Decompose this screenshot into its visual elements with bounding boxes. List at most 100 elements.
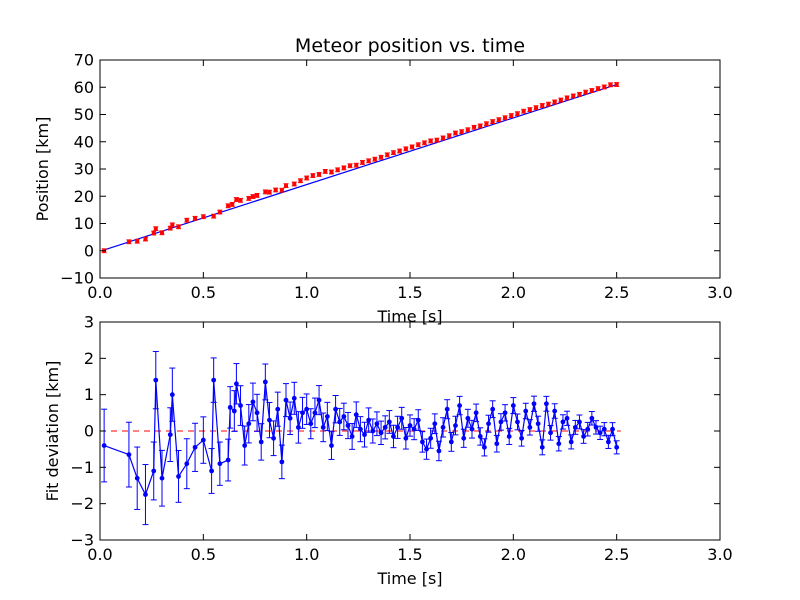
- deviation-marker: [126, 452, 132, 458]
- position-marker: [230, 202, 235, 206]
- deviation-marker: [424, 446, 429, 452]
- position-ytick-label: 10: [74, 214, 94, 233]
- deviation-marker: [358, 426, 363, 432]
- position-chart: Meteor position vs. time 0.0 0.5 1.0 1.5 2.0…: [33, 35, 733, 326]
- deviation-chart-ylabel: Fit deviation [km]: [43, 361, 62, 502]
- deviation-marker: [167, 432, 173, 438]
- position-ytick-label: 50: [74, 105, 94, 124]
- deviation-marker: [448, 439, 454, 445]
- position-ytick-label: 0: [84, 241, 94, 260]
- position-marker: [341, 166, 346, 170]
- position-data-point: [452, 130, 458, 136]
- position-ytick-label: −10: [60, 269, 94, 288]
- position-data-point: [176, 224, 182, 230]
- deviation-marker: [143, 492, 148, 497]
- position-marker: [170, 223, 175, 227]
- deviation-marker: [597, 430, 603, 436]
- deviation-marker: [432, 421, 438, 427]
- deviation-marker: [473, 410, 479, 416]
- position-marker: [184, 218, 189, 222]
- deviation-marker: [184, 461, 190, 467]
- deviation-marker: [227, 404, 233, 410]
- position-marker: [465, 128, 470, 132]
- deviation-marker: [300, 410, 305, 416]
- deviation-marker: [395, 424, 400, 430]
- position-marker: [126, 240, 131, 244]
- deviation-marker: [254, 410, 260, 416]
- position-data-point: [601, 84, 607, 90]
- position-data-point: [415, 142, 421, 148]
- position-data-point: [200, 214, 206, 220]
- deviation-marker: [370, 428, 376, 434]
- position-marker: [304, 176, 309, 180]
- position-data-point: [403, 146, 409, 152]
- deviation-marker: [428, 435, 434, 441]
- deviation-marker: [453, 423, 458, 428]
- deviation-marker: [200, 437, 206, 443]
- position-marker: [608, 83, 613, 87]
- deviation-plot-area: [100, 350, 621, 526]
- position-marker: [335, 168, 340, 172]
- deviation-marker: [486, 421, 491, 427]
- deviation-marker: [510, 403, 516, 408]
- position-xtick-label: 0.5: [191, 283, 216, 302]
- position-data-point: [372, 156, 378, 162]
- position-marker: [527, 108, 532, 112]
- deviation-marker: [378, 430, 384, 436]
- position-marker: [329, 170, 334, 174]
- position-data-point: [169, 222, 175, 228]
- deviation-marker: [151, 468, 157, 474]
- position-data-point: [589, 88, 595, 93]
- deviation-marker: [287, 415, 293, 421]
- deviation-marker: [308, 421, 314, 427]
- position-data-point: [347, 163, 353, 169]
- deviation-ytick-label: −1: [70, 458, 94, 477]
- deviation-marker: [316, 397, 322, 403]
- deviation-marker: [469, 426, 475, 432]
- position-data-point: [490, 119, 496, 124]
- position-data-point: [353, 162, 359, 168]
- deviation-xtick-label: 2.0: [501, 545, 526, 564]
- deviation-marker: [329, 443, 334, 448]
- position-ytick-label: 60: [74, 78, 94, 97]
- position-data-point: [359, 160, 365, 165]
- deviation-marker: [279, 459, 285, 465]
- position-marker: [135, 239, 140, 243]
- deviation-marker: [291, 395, 297, 401]
- position-marker: [217, 210, 222, 214]
- position-xtick-label: 1.5: [397, 283, 422, 302]
- deviation-marker: [420, 439, 425, 445]
- deviation-marker: [101, 443, 107, 448]
- deviation-marker: [572, 424, 578, 430]
- deviation-marker: [444, 406, 450, 412]
- position-data-point: [335, 167, 341, 173]
- position-data-point: [527, 107, 533, 113]
- deviation-marker: [568, 439, 574, 445]
- position-data-point: [595, 86, 601, 92]
- position-data-point: [384, 152, 390, 158]
- position-xtick-label: 2.5: [604, 283, 629, 302]
- deviation-marker: [304, 406, 310, 412]
- position-data-point: [421, 140, 427, 146]
- position-data-point: [250, 194, 256, 199]
- position-data-point: [434, 137, 440, 143]
- position-marker: [317, 172, 322, 176]
- position-data-point: [192, 215, 198, 221]
- position-data-point: [184, 217, 190, 223]
- position-xtick-label: 3.0: [707, 283, 732, 302]
- position-data-point: [378, 154, 384, 160]
- deviation-xtick-label: 0.0: [87, 545, 112, 564]
- position-marker: [267, 190, 272, 194]
- position-data-point: [428, 138, 434, 144]
- position-marker: [478, 124, 483, 128]
- deviation-marker: [535, 421, 541, 427]
- position-data-point: [142, 236, 148, 242]
- position-data-point: [254, 193, 260, 198]
- deviation-marker: [386, 419, 392, 425]
- deviation-marker: [362, 432, 367, 438]
- position-marker: [246, 196, 251, 200]
- deviation-ytick-label: 2: [84, 349, 94, 368]
- position-data-point: [134, 238, 140, 244]
